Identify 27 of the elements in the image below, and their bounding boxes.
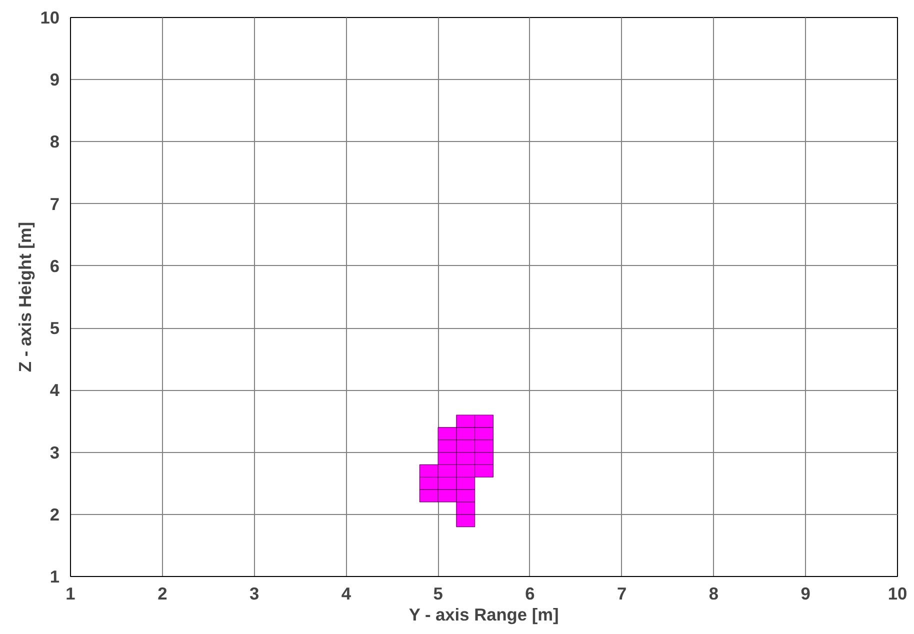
y-tick-label: 7 bbox=[50, 194, 60, 214]
y-tick-label: 1 bbox=[50, 566, 60, 586]
y-tick-label: 10 bbox=[40, 8, 60, 28]
y-tick-label: 4 bbox=[50, 380, 60, 400]
x-tick-label: 7 bbox=[617, 584, 627, 604]
x-tick-label: 10 bbox=[888, 584, 908, 604]
point bbox=[474, 440, 494, 453]
y-tick-label: 9 bbox=[50, 70, 60, 90]
x-tick-label: 8 bbox=[708, 584, 719, 604]
y-tick-label: 8 bbox=[50, 132, 60, 152]
x-tick-label: 1 bbox=[66, 584, 76, 604]
x-tick-label: 2 bbox=[158, 584, 168, 604]
y-tick-label: 5 bbox=[50, 318, 60, 338]
x-tick-label: 5 bbox=[433, 584, 444, 604]
point bbox=[474, 414, 494, 428]
x-axis-title: Y - axis Range [m] bbox=[408, 604, 559, 624]
y-tick-label: 6 bbox=[50, 256, 60, 276]
x-tick-label: 3 bbox=[249, 584, 260, 604]
point bbox=[474, 452, 494, 465]
point bbox=[474, 427, 494, 440]
x-tick-label: 9 bbox=[800, 584, 810, 604]
x-tick-label: 4 bbox=[341, 584, 352, 604]
y-tick-label: 2 bbox=[50, 504, 60, 524]
point bbox=[474, 464, 494, 478]
y-tick-label: 3 bbox=[50, 442, 60, 462]
y-axis-title: Z - axis Height [m] bbox=[15, 222, 36, 372]
x-tick-label: 6 bbox=[525, 584, 536, 604]
